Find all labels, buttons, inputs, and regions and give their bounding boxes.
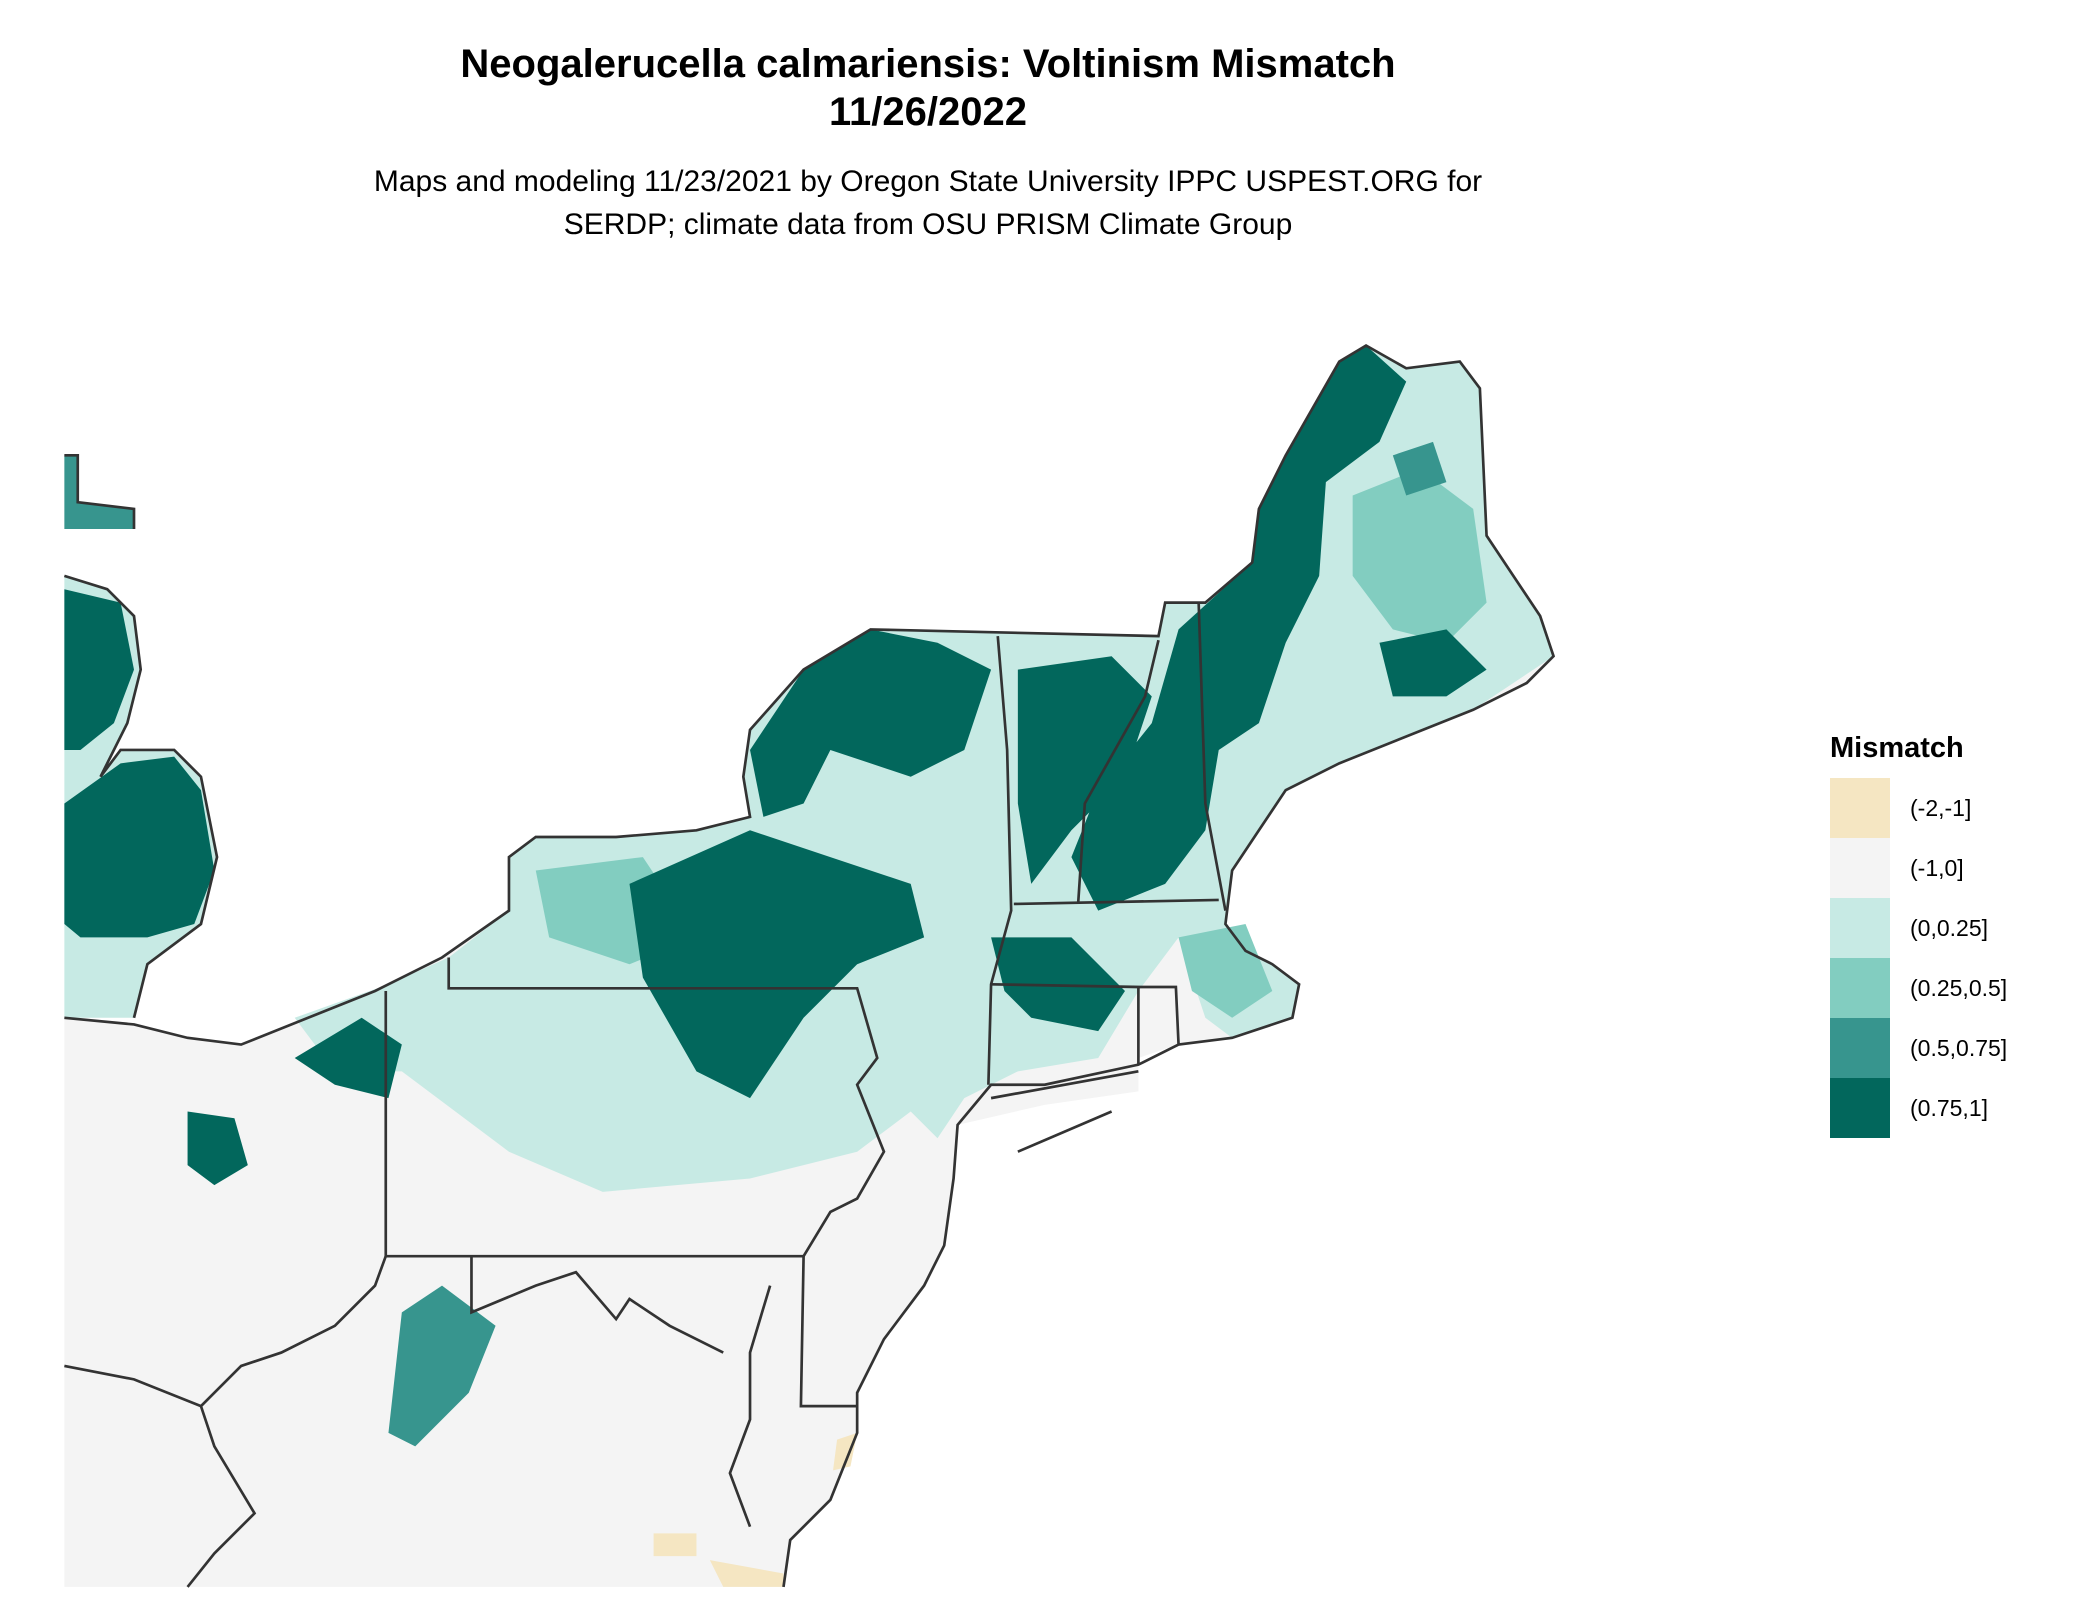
legend-swatch bbox=[1830, 898, 1890, 958]
legend-label: (0.5,0.75] bbox=[1910, 1034, 2008, 1061]
legend-label: (-2,-1] bbox=[1910, 794, 1972, 821]
legend-swatch bbox=[1830, 1018, 1890, 1078]
legend-label: (0,0.25] bbox=[1910, 914, 1988, 941]
mid-teal-zone bbox=[535, 468, 1487, 1018]
legend-swatch bbox=[1830, 778, 1890, 838]
legend-item: (0,0.25] bbox=[1830, 898, 2007, 958]
map-subtitle-line2: SERDP; climate data from OSU PRISM Clima… bbox=[563, 208, 1293, 241]
map-title: Neogalerucella calmariensis: Voltinism M… bbox=[460, 42, 1396, 86]
michigan-dark bbox=[64, 589, 215, 938]
legend: Mismatch (-2,-1] (-1,0] (0,0.25] (0.25,0.5]… bbox=[1830, 728, 2007, 1138]
tan-zone bbox=[653, 1432, 858, 1587]
michigan-upper bbox=[64, 455, 134, 529]
legend-label: (0.75,1] bbox=[1910, 1094, 1988, 1121]
legend-swatch bbox=[1830, 838, 1890, 898]
map-date: 11/26/2022 bbox=[829, 90, 1027, 134]
legend-title: Mismatch bbox=[1830, 732, 1964, 764]
legend-label: (-1,0] bbox=[1910, 854, 1964, 881]
legend-label: (0.25,0.5] bbox=[1910, 974, 2008, 1001]
map-subtitle-line1: Maps and modeling 11/23/2021 by Oregon S… bbox=[373, 165, 1483, 198]
state-borders bbox=[63, 343, 1556, 1588]
legend-item: (-2,-1] bbox=[1830, 778, 2007, 838]
legend-item: (0.5,0.75] bbox=[1830, 1018, 2007, 1078]
legend-item: (-1,0] bbox=[1830, 838, 2007, 898]
legend-swatch bbox=[1830, 1078, 1890, 1138]
legend-swatch bbox=[1830, 958, 1890, 1018]
legend-item: (0.75,1] bbox=[1830, 1078, 2007, 1138]
dark-teal-zone bbox=[187, 345, 1487, 1186]
legend-items: (-2,-1] (-1,0] (0,0.25] (0.25,0.5] (0.5,0.75… bbox=[1830, 778, 2007, 1138]
legend-item: (0.25,0.5] bbox=[1830, 958, 2007, 1018]
